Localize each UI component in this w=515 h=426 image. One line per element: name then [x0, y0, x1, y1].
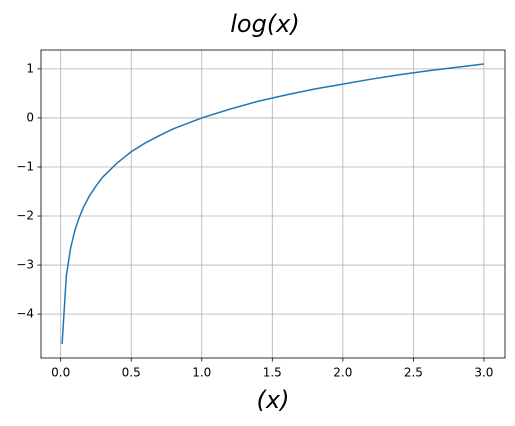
y-tick-label: −1	[16, 159, 34, 173]
x-tick-label: 2.5	[404, 366, 423, 380]
x-axis-label: (x)	[257, 386, 290, 414]
data-line	[61, 63, 484, 345]
x-tick-label: 0.5	[122, 366, 141, 380]
x-tick-label: 2.0	[333, 366, 352, 380]
chart-title: log(x)	[230, 10, 300, 38]
y-tick-label: −3	[16, 258, 34, 272]
y-tick-label: −2	[16, 209, 34, 223]
x-tick-label: 1.0	[192, 366, 211, 380]
plot-frame	[40, 49, 506, 359]
y-tick-label: 1	[26, 61, 34, 75]
y-tick-label: −4	[16, 307, 34, 321]
x-tick-label: 3.0	[474, 366, 493, 380]
x-tick-label: 1.5	[263, 366, 282, 380]
y-tick-label: 0	[26, 110, 34, 124]
x-tick-label: 0.0	[51, 366, 70, 380]
